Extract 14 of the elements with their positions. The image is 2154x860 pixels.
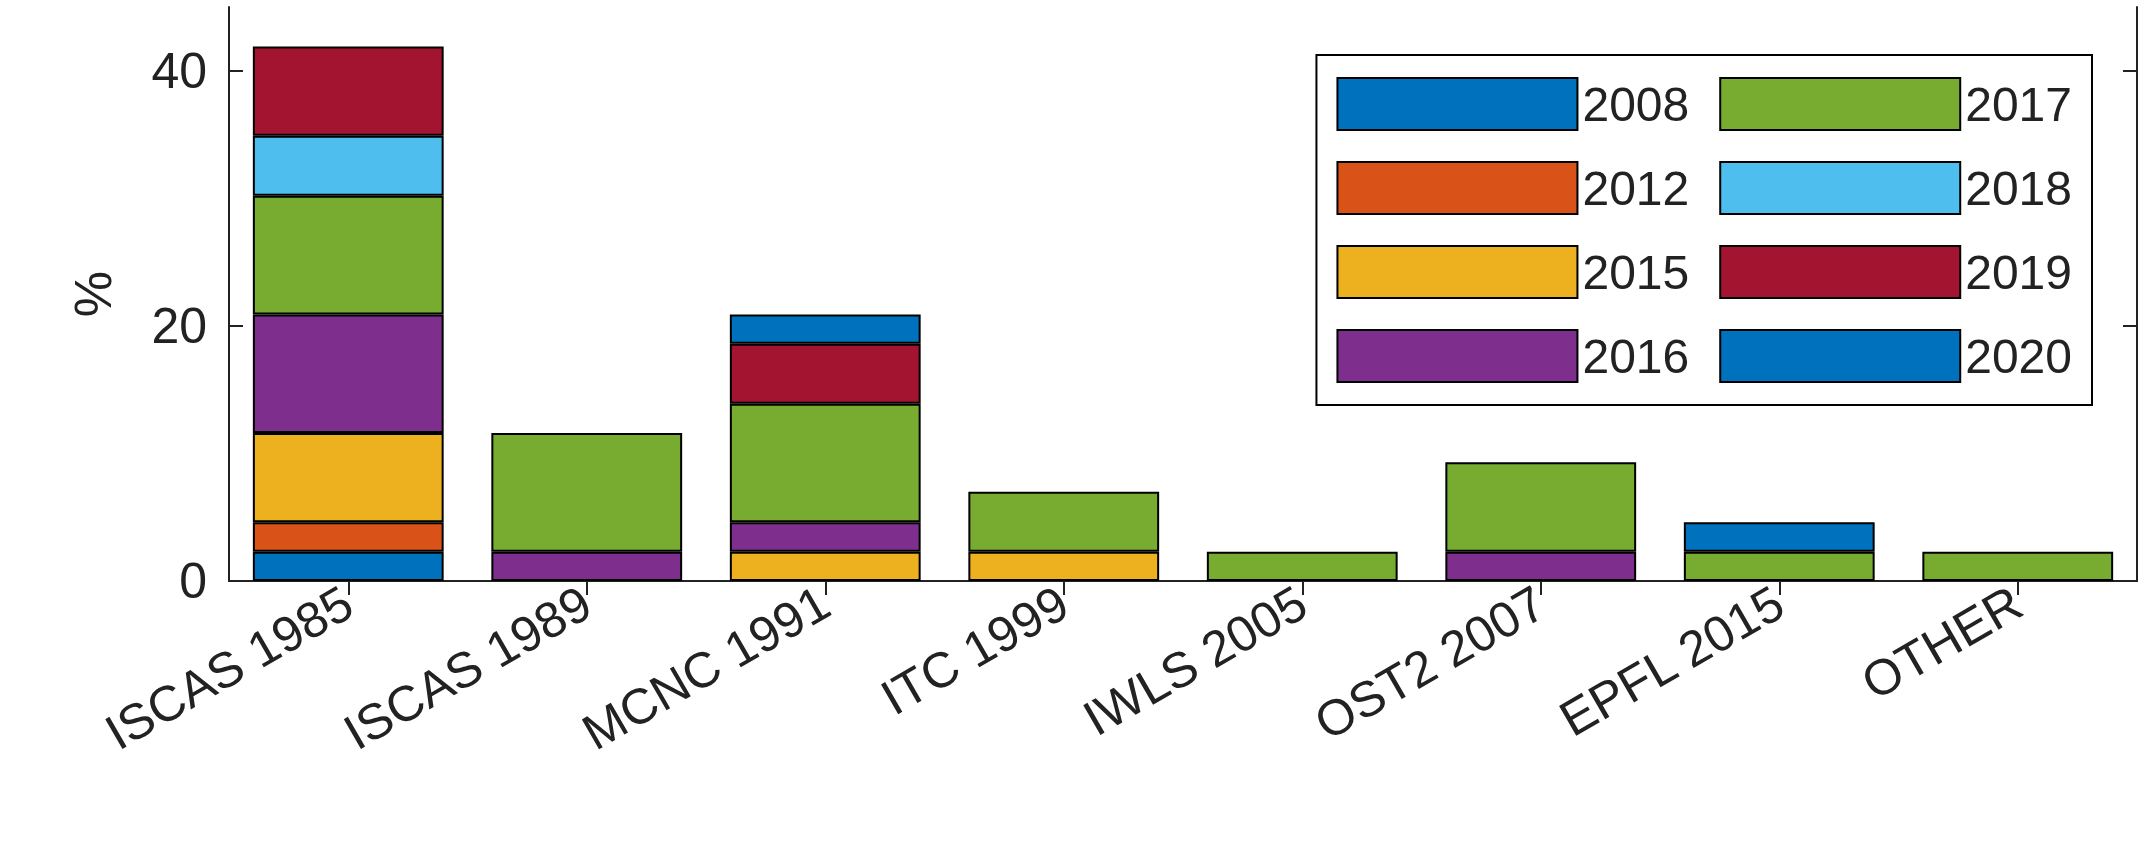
legend-label: 2015 (1582, 245, 1690, 299)
y-axis-title: % (64, 270, 122, 318)
y-tick-label: 40 (151, 42, 207, 99)
legend-label: 2019 (1965, 245, 2072, 299)
bar (1922, 551, 2114, 581)
y-tick-label: 0 (179, 553, 207, 609)
legend-label: 2012 (1582, 161, 1690, 215)
legend-label: 2020 (1965, 329, 2072, 383)
legend-label: 2008 (1582, 77, 1690, 131)
legend-label: 2018 (1965, 161, 2072, 215)
y-tick-label: 20 (151, 297, 207, 354)
bar (1206, 551, 1398, 581)
legend-label: 2017 (1965, 77, 2072, 131)
legend-label: 2016 (1582, 329, 1690, 383)
